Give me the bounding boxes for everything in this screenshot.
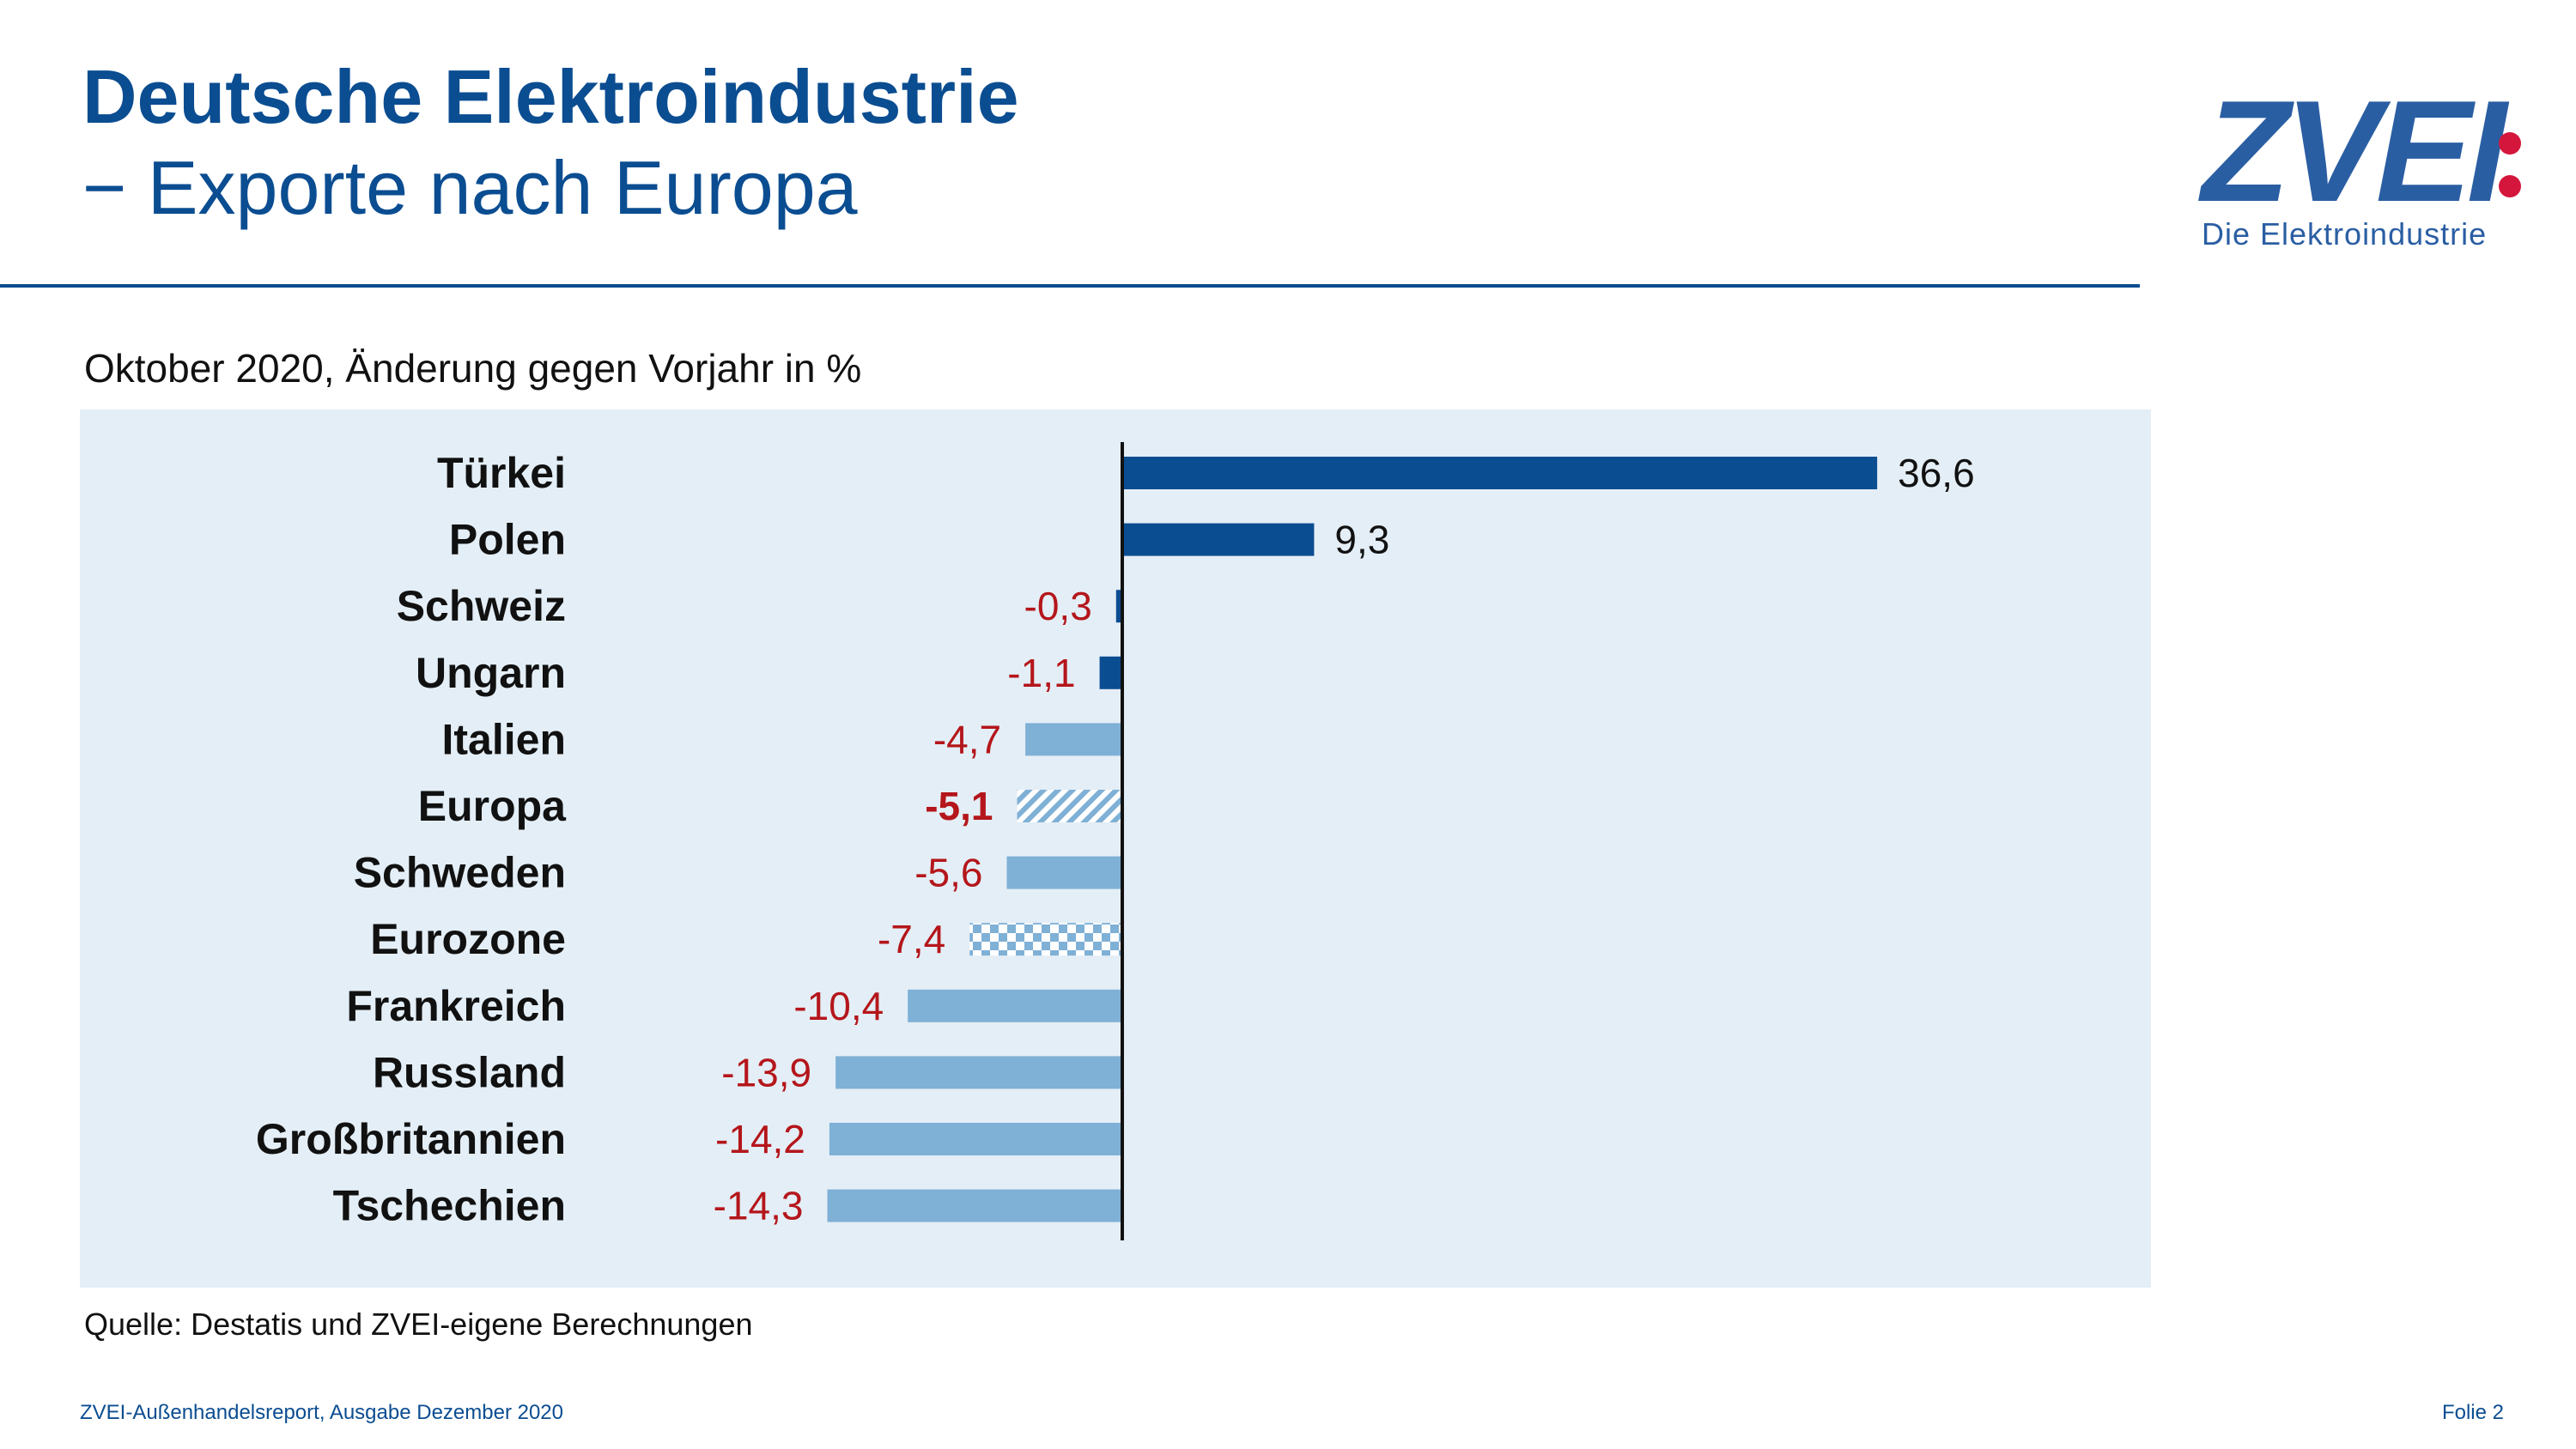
value-label: -1,1 <box>1007 651 1075 695</box>
category-label: Türkei <box>437 449 566 497</box>
category-label: Russland <box>373 1048 566 1096</box>
bar <box>1122 457 1878 489</box>
category-label: Eurozone <box>370 915 566 963</box>
logo-colon-dots <box>2499 115 2524 209</box>
category-label: Großbritannien <box>256 1115 566 1163</box>
category-label: Schweiz <box>397 582 566 630</box>
value-label: -5,1 <box>925 784 993 828</box>
value-label: -7,4 <box>878 917 945 961</box>
source-note: Quelle: Destatis und ZVEI-eigene Berechn… <box>84 1307 753 1342</box>
category-label: Italien <box>442 715 566 763</box>
value-label: 36,6 <box>1898 451 1975 495</box>
bar <box>827 1189 1122 1222</box>
logo-tagline: Die Elektroindustrie <box>2202 216 2488 252</box>
value-label: 9,3 <box>1334 518 1389 562</box>
value-label: -0,3 <box>1024 584 1092 628</box>
zvei-logo: ZVEI Die Elektroindustrie <box>2195 79 2538 259</box>
value-label: -14,3 <box>714 1184 804 1228</box>
bar <box>829 1123 1122 1155</box>
bar <box>835 1056 1122 1089</box>
bar <box>1115 590 1122 623</box>
category-label: Tschechien <box>333 1182 566 1230</box>
value-label: -10,4 <box>793 984 884 1028</box>
bar <box>1025 723 1122 756</box>
footer-report-title: ZVEI-Außenhandelsreport, Ausgabe Dezembe… <box>80 1401 564 1424</box>
category-label: Ungarn <box>416 649 566 697</box>
page-subtitle: − Exporte nach Europa <box>82 145 858 230</box>
category-label: Schweden <box>354 849 566 897</box>
header-divider <box>0 284 2140 288</box>
chart-title: Oktober 2020, Änderung gegen Vorjahr in … <box>84 346 862 391</box>
bar <box>969 923 1122 956</box>
value-label: -5,6 <box>914 851 982 895</box>
category-label: Polen <box>449 516 566 564</box>
footer-slide-number: Folie 2 <box>2441 1401 2504 1424</box>
category-label: Frankreich <box>346 982 566 1030</box>
bar <box>1006 856 1122 889</box>
value-label: -4,7 <box>933 717 1001 761</box>
logo-wordmark: ZVEI <box>2202 70 2506 232</box>
bar-chart: Türkei 36,6 Polen 9,3 Schweiz -0,3 Ungarn -1,1 I… <box>256 442 1975 1240</box>
value-label: -13,9 <box>721 1050 811 1094</box>
bar <box>1099 656 1122 689</box>
chart-panel: Türkei 36,6 Polen 9,3 Schweiz -0,3 Ungarn -1,1 I… <box>80 409 2151 1288</box>
bar <box>908 989 1122 1022</box>
category-label: Europa <box>418 782 567 830</box>
bar <box>1122 523 1315 556</box>
bar <box>1017 790 1122 822</box>
value-label: -14,2 <box>715 1117 805 1161</box>
page-title: Deutsche Elektroindustrie <box>82 54 1019 139</box>
